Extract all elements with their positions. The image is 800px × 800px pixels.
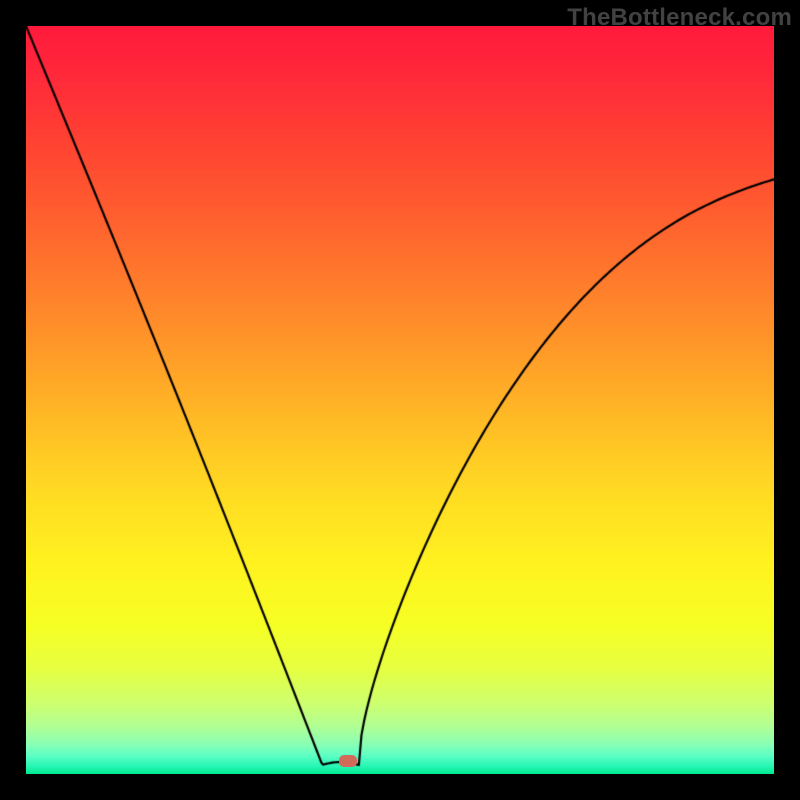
optimal-point-marker	[339, 755, 357, 767]
chart-stage: TheBottleneck.com	[0, 0, 800, 800]
bottleneck-curve	[0, 0, 800, 800]
watermark-text: TheBottleneck.com	[567, 4, 792, 32]
